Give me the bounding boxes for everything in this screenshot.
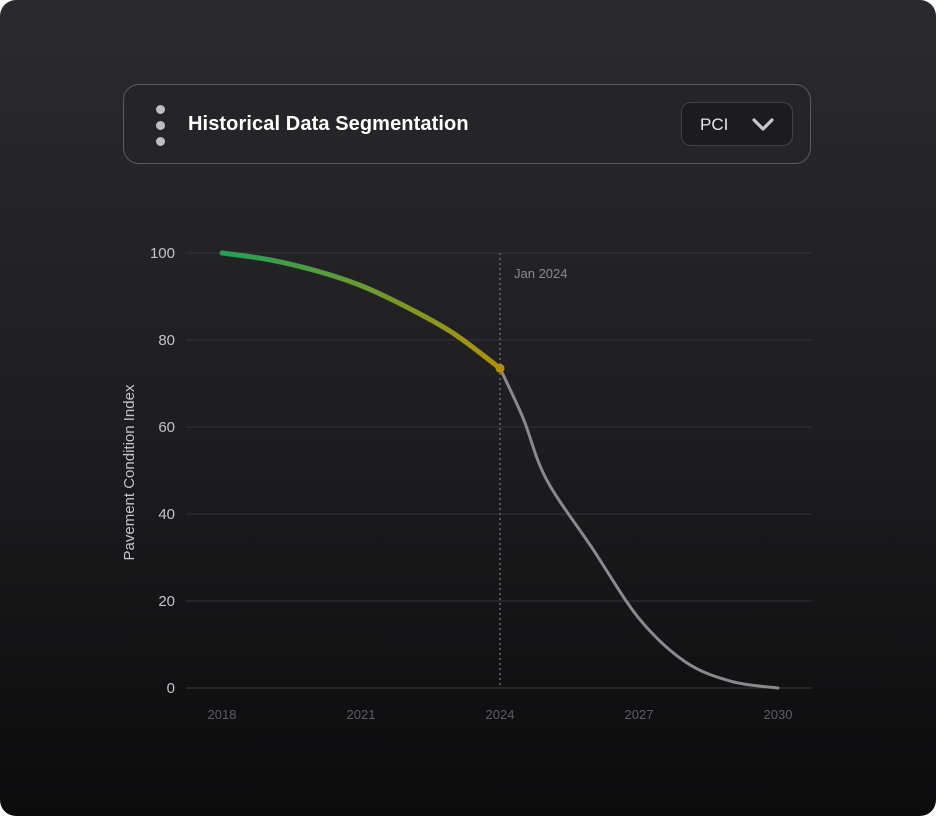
- jan-2024-annotation: Jan 2024: [514, 266, 568, 281]
- chevron-down-icon: [752, 118, 774, 131]
- x-tick-label: 2030: [764, 707, 793, 722]
- y-tick-label: 20: [158, 593, 175, 610]
- current-value-point: [495, 363, 505, 373]
- y-tick-label: 40: [158, 506, 175, 523]
- y-tick-label: 100: [150, 245, 175, 262]
- historical-series-line: [219, 250, 503, 371]
- chart-title: Historical Data Segmentation: [188, 113, 469, 135]
- metric-select[interactable]: PCI: [681, 102, 793, 146]
- y-axis-label: Pavement Condition Index: [121, 384, 138, 560]
- chart-header: Historical Data Segmentation PCI: [123, 84, 811, 164]
- vertical-dots-icon[interactable]: [156, 105, 166, 147]
- y-tick-label: 60: [158, 419, 175, 436]
- x-tick-label: 2027: [625, 707, 654, 722]
- x-tick-label: 2018: [208, 707, 237, 722]
- x-tick-label: 2021: [347, 707, 376, 722]
- forecast-series-line: [498, 366, 780, 690]
- y-tick-label: 0: [167, 680, 175, 697]
- metric-select-value: PCI: [700, 115, 729, 134]
- y-tick-label: 80: [158, 332, 175, 349]
- x-tick-label: 2024: [486, 707, 515, 722]
